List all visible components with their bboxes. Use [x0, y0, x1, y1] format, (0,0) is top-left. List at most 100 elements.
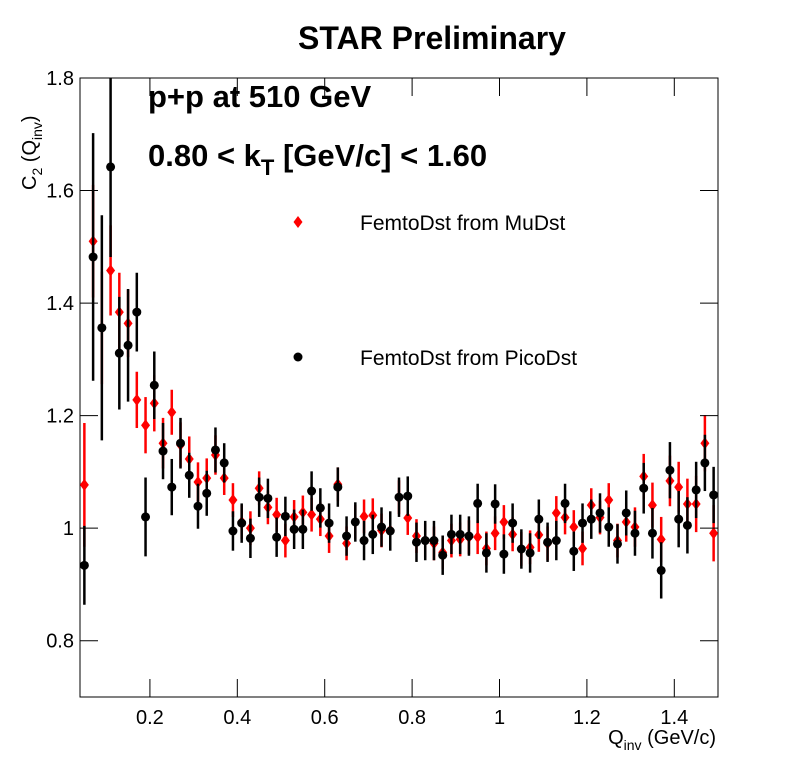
- point: [228, 494, 238, 507]
- point: [106, 162, 116, 172]
- point: [604, 494, 614, 507]
- point: [80, 478, 89, 491]
- point: [586, 514, 596, 524]
- point: [202, 488, 212, 498]
- point: [630, 528, 640, 538]
- point: [298, 524, 308, 534]
- point: [106, 264, 116, 277]
- point: [403, 512, 413, 525]
- point: [639, 483, 649, 493]
- y-tick-label: 1.4: [46, 293, 74, 315]
- point: [691, 485, 701, 495]
- legend-marker: [293, 352, 303, 362]
- point: [263, 493, 273, 503]
- point: [245, 533, 255, 543]
- point: [446, 529, 456, 539]
- point: [665, 465, 675, 475]
- point: [350, 517, 360, 527]
- x-tick-label: 1.2: [573, 707, 601, 729]
- point: [429, 536, 439, 546]
- point: [307, 486, 317, 496]
- point: [359, 510, 369, 523]
- point: [578, 542, 588, 555]
- point: [525, 548, 535, 558]
- x-tick-label: 1.4: [660, 707, 688, 729]
- x-tick-label: 0.8: [398, 707, 426, 729]
- annotation: 0.80 < kT [GeV/c] < 1.60: [148, 138, 487, 180]
- point: [141, 512, 151, 522]
- point: [237, 518, 247, 528]
- y-tick-label: 1.8: [46, 68, 74, 90]
- x-tick-label: 0.2: [136, 707, 164, 729]
- point: [114, 348, 124, 358]
- x-label-subscript: inv: [624, 737, 642, 753]
- point: [123, 340, 133, 350]
- point: [595, 508, 605, 518]
- y-tick-label: 1: [63, 518, 74, 540]
- point: [280, 534, 290, 547]
- y-tick-label: 1.2: [46, 406, 74, 428]
- annotation-part: [GeV/c] < 1.60: [274, 138, 487, 173]
- point: [516, 544, 526, 554]
- point: [604, 522, 614, 532]
- chart-title: STAR Preliminary: [298, 20, 566, 56]
- annotation: p+p at 510 GeV: [148, 79, 371, 114]
- point: [368, 529, 378, 539]
- point: [193, 476, 203, 489]
- point: [176, 438, 186, 448]
- point: [193, 501, 203, 511]
- point: [132, 393, 142, 406]
- point: [560, 498, 570, 508]
- point: [499, 515, 509, 528]
- x-tick-label: 1: [494, 707, 505, 729]
- point: [167, 406, 177, 419]
- point: [455, 529, 465, 539]
- point: [656, 533, 666, 546]
- annotation-subscript: T: [261, 155, 275, 180]
- plot-frame: [79, 77, 719, 698]
- point: [141, 419, 151, 432]
- point: [490, 499, 500, 509]
- point: [674, 514, 684, 524]
- point: [158, 446, 168, 456]
- point: [647, 499, 657, 512]
- point: [272, 508, 282, 521]
- point: [438, 550, 448, 560]
- annotation-part: 0.80 < k: [148, 138, 262, 173]
- point: [674, 481, 684, 494]
- point: [656, 565, 666, 575]
- point: [709, 490, 718, 500]
- point: [88, 252, 98, 262]
- legend-label: FemtoDst from MuDst: [360, 212, 566, 235]
- y-label-part: (Q: [19, 140, 41, 168]
- legend-marker: [293, 216, 303, 228]
- point: [377, 522, 387, 532]
- y-axis-label: C2 (Qinv): [19, 115, 45, 190]
- point: [551, 506, 561, 519]
- point: [324, 518, 334, 528]
- point: [420, 536, 430, 546]
- point: [499, 549, 509, 559]
- point: [621, 508, 631, 518]
- point: [394, 492, 404, 502]
- point: [342, 531, 352, 541]
- point: [543, 537, 553, 547]
- point: [700, 458, 710, 468]
- point: [682, 520, 692, 530]
- point: [280, 511, 290, 521]
- x-label-part: Q: [608, 727, 624, 749]
- point: [272, 532, 282, 542]
- point: [569, 546, 579, 556]
- point: [359, 536, 369, 546]
- y-tick-label: 0.8: [46, 631, 74, 653]
- point: [385, 526, 395, 536]
- y-tick-label: 1.6: [46, 181, 74, 203]
- point: [315, 503, 325, 513]
- point: [228, 526, 238, 536]
- point: [490, 527, 500, 540]
- point: [80, 560, 89, 570]
- point: [97, 323, 107, 333]
- point: [403, 491, 413, 501]
- y-label-subscript: inv: [29, 122, 45, 140]
